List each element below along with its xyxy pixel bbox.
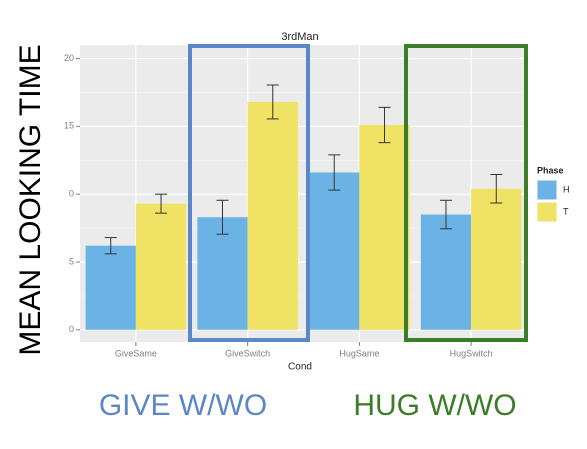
error-bar	[266, 84, 279, 120]
y-tick-label: 0	[69, 189, 74, 199]
error-bar	[104, 237, 117, 255]
overlay-y-label: MEAN LOOKING TIME	[14, 44, 47, 355]
bar	[197, 217, 248, 330]
legend-title: Phase	[537, 165, 564, 175]
legend-label: T	[563, 206, 569, 216]
bar	[309, 172, 360, 330]
x-tick-label: HugSame	[339, 348, 379, 358]
bar	[471, 188, 522, 330]
bar	[135, 203, 187, 330]
bar	[420, 214, 472, 330]
highlight-box	[188, 44, 310, 342]
error-bar	[328, 154, 341, 191]
y-tick-label: 0	[69, 324, 74, 334]
legend-label: H	[563, 184, 570, 194]
x-axis-label: Cond	[288, 362, 312, 373]
y-tick-label: 20	[64, 53, 74, 63]
group-label: GIVE W/WO	[99, 389, 267, 422]
highlight-box	[404, 44, 528, 342]
bar	[85, 245, 136, 330]
bar	[359, 125, 410, 330]
error-bar	[490, 174, 503, 204]
error-bar	[378, 106, 391, 144]
x-tick-label: GiveSame	[115, 348, 157, 358]
error-bar	[216, 199, 229, 235]
legend-key	[536, 201, 558, 223]
group-label: HUG W/WO	[353, 389, 516, 422]
chart-title: 3rdMan	[281, 31, 318, 43]
bar	[247, 101, 298, 330]
y-tick-label: 5	[69, 256, 74, 266]
x-tick-label: HugSwitch	[450, 348, 493, 358]
legend-key	[536, 179, 558, 201]
error-bar	[155, 193, 168, 214]
error-bar	[439, 199, 452, 230]
x-tick-label: GiveSwitch	[225, 348, 270, 358]
y-tick-label: 15	[64, 121, 74, 131]
